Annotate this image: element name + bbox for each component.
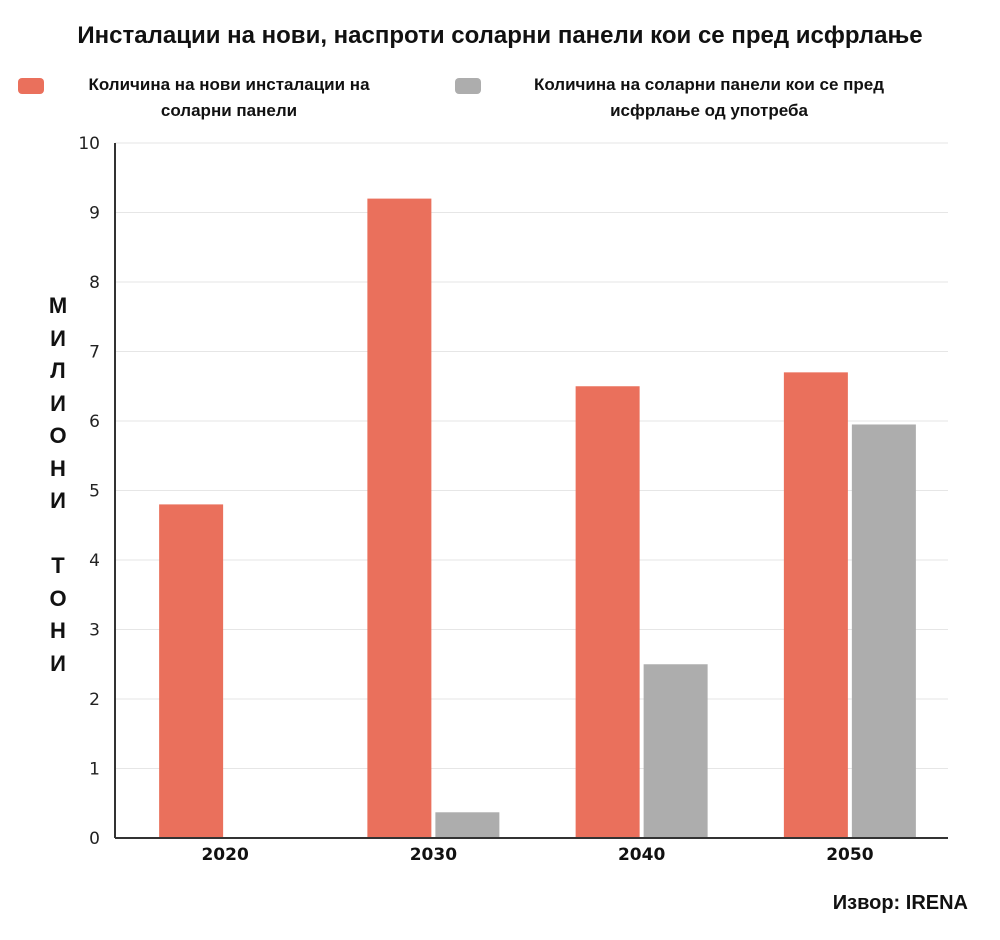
y-axis-label-char: М — [48, 293, 68, 318]
y-tick-label: 6 — [89, 412, 100, 432]
legend-label-line: соларни панели — [160, 101, 298, 120]
bars — [159, 198, 916, 839]
y-axis-label-char: И — [50, 390, 66, 416]
bar — [159, 504, 224, 838]
bar — [783, 372, 848, 838]
x-tick-label: 2050 — [826, 845, 873, 865]
y-axis-label-char: О — [49, 585, 67, 611]
chart-title: Инсталации на нови, наспроти соларни пан… — [77, 22, 923, 49]
legend-label-line: Количина на нови инсталации на — [88, 75, 370, 94]
x-tick-label: 2020 — [201, 845, 248, 865]
y-tick-label: 3 — [89, 621, 100, 641]
y-axis-label-char: Н — [50, 455, 66, 481]
legend-swatch-new-installations — [18, 78, 44, 94]
x-tick-label: 2030 — [410, 845, 457, 865]
bar — [643, 664, 708, 838]
y-tick-label: 9 — [89, 204, 100, 224]
y-axis-label-char: О — [49, 423, 67, 448]
y-tick-label: 1 — [89, 760, 100, 780]
y-tick-label: 8 — [89, 273, 100, 293]
tick-labels: 0 1 2 3 4 5 6 7 8 9 10 2020 2030 2040 2050 — [78, 134, 873, 865]
y-axis-label-char: И — [50, 488, 66, 513]
y-tick-label: 10 — [78, 134, 100, 154]
y-axis-label-char: Н — [50, 618, 66, 643]
y-tick-label: 2 — [89, 690, 100, 710]
bar — [851, 424, 916, 838]
bar — [367, 198, 432, 839]
axes — [114, 143, 948, 839]
legend-label-decommissioned: Количина на соларни панели кои се пред и… — [489, 72, 929, 124]
y-axis-label-char: И — [50, 325, 66, 351]
legend-swatch-decommissioned — [455, 78, 481, 94]
legend-item-decommissioned: Количина на соларни панели кои се пред и… — [455, 72, 929, 124]
y-tick-label: 5 — [89, 482, 100, 502]
y-axis-label-char: Т — [51, 553, 65, 578]
y-tick-label: 0 — [89, 829, 100, 849]
y-axis-label-char: Л — [50, 358, 66, 383]
legend-label-line: исфрлање од употреба — [610, 101, 808, 120]
legend-item-new-installations: Количина на нови инсталации на соларни п… — [18, 72, 404, 124]
y-axis-label-char: И — [50, 650, 66, 676]
x-tick-label: 2040 — [618, 845, 665, 865]
legend-label-new-installations: Количина на нови инсталации на соларни п… — [54, 72, 404, 124]
legend-label-line: Количина на соларни панели кои се пред — [533, 75, 885, 94]
bar — [435, 812, 500, 838]
source-note: Извор: IRENA — [832, 892, 968, 914]
bar — [575, 386, 640, 838]
y-tick-label: 4 — [89, 551, 100, 571]
y-tick-label: 7 — [89, 343, 100, 363]
